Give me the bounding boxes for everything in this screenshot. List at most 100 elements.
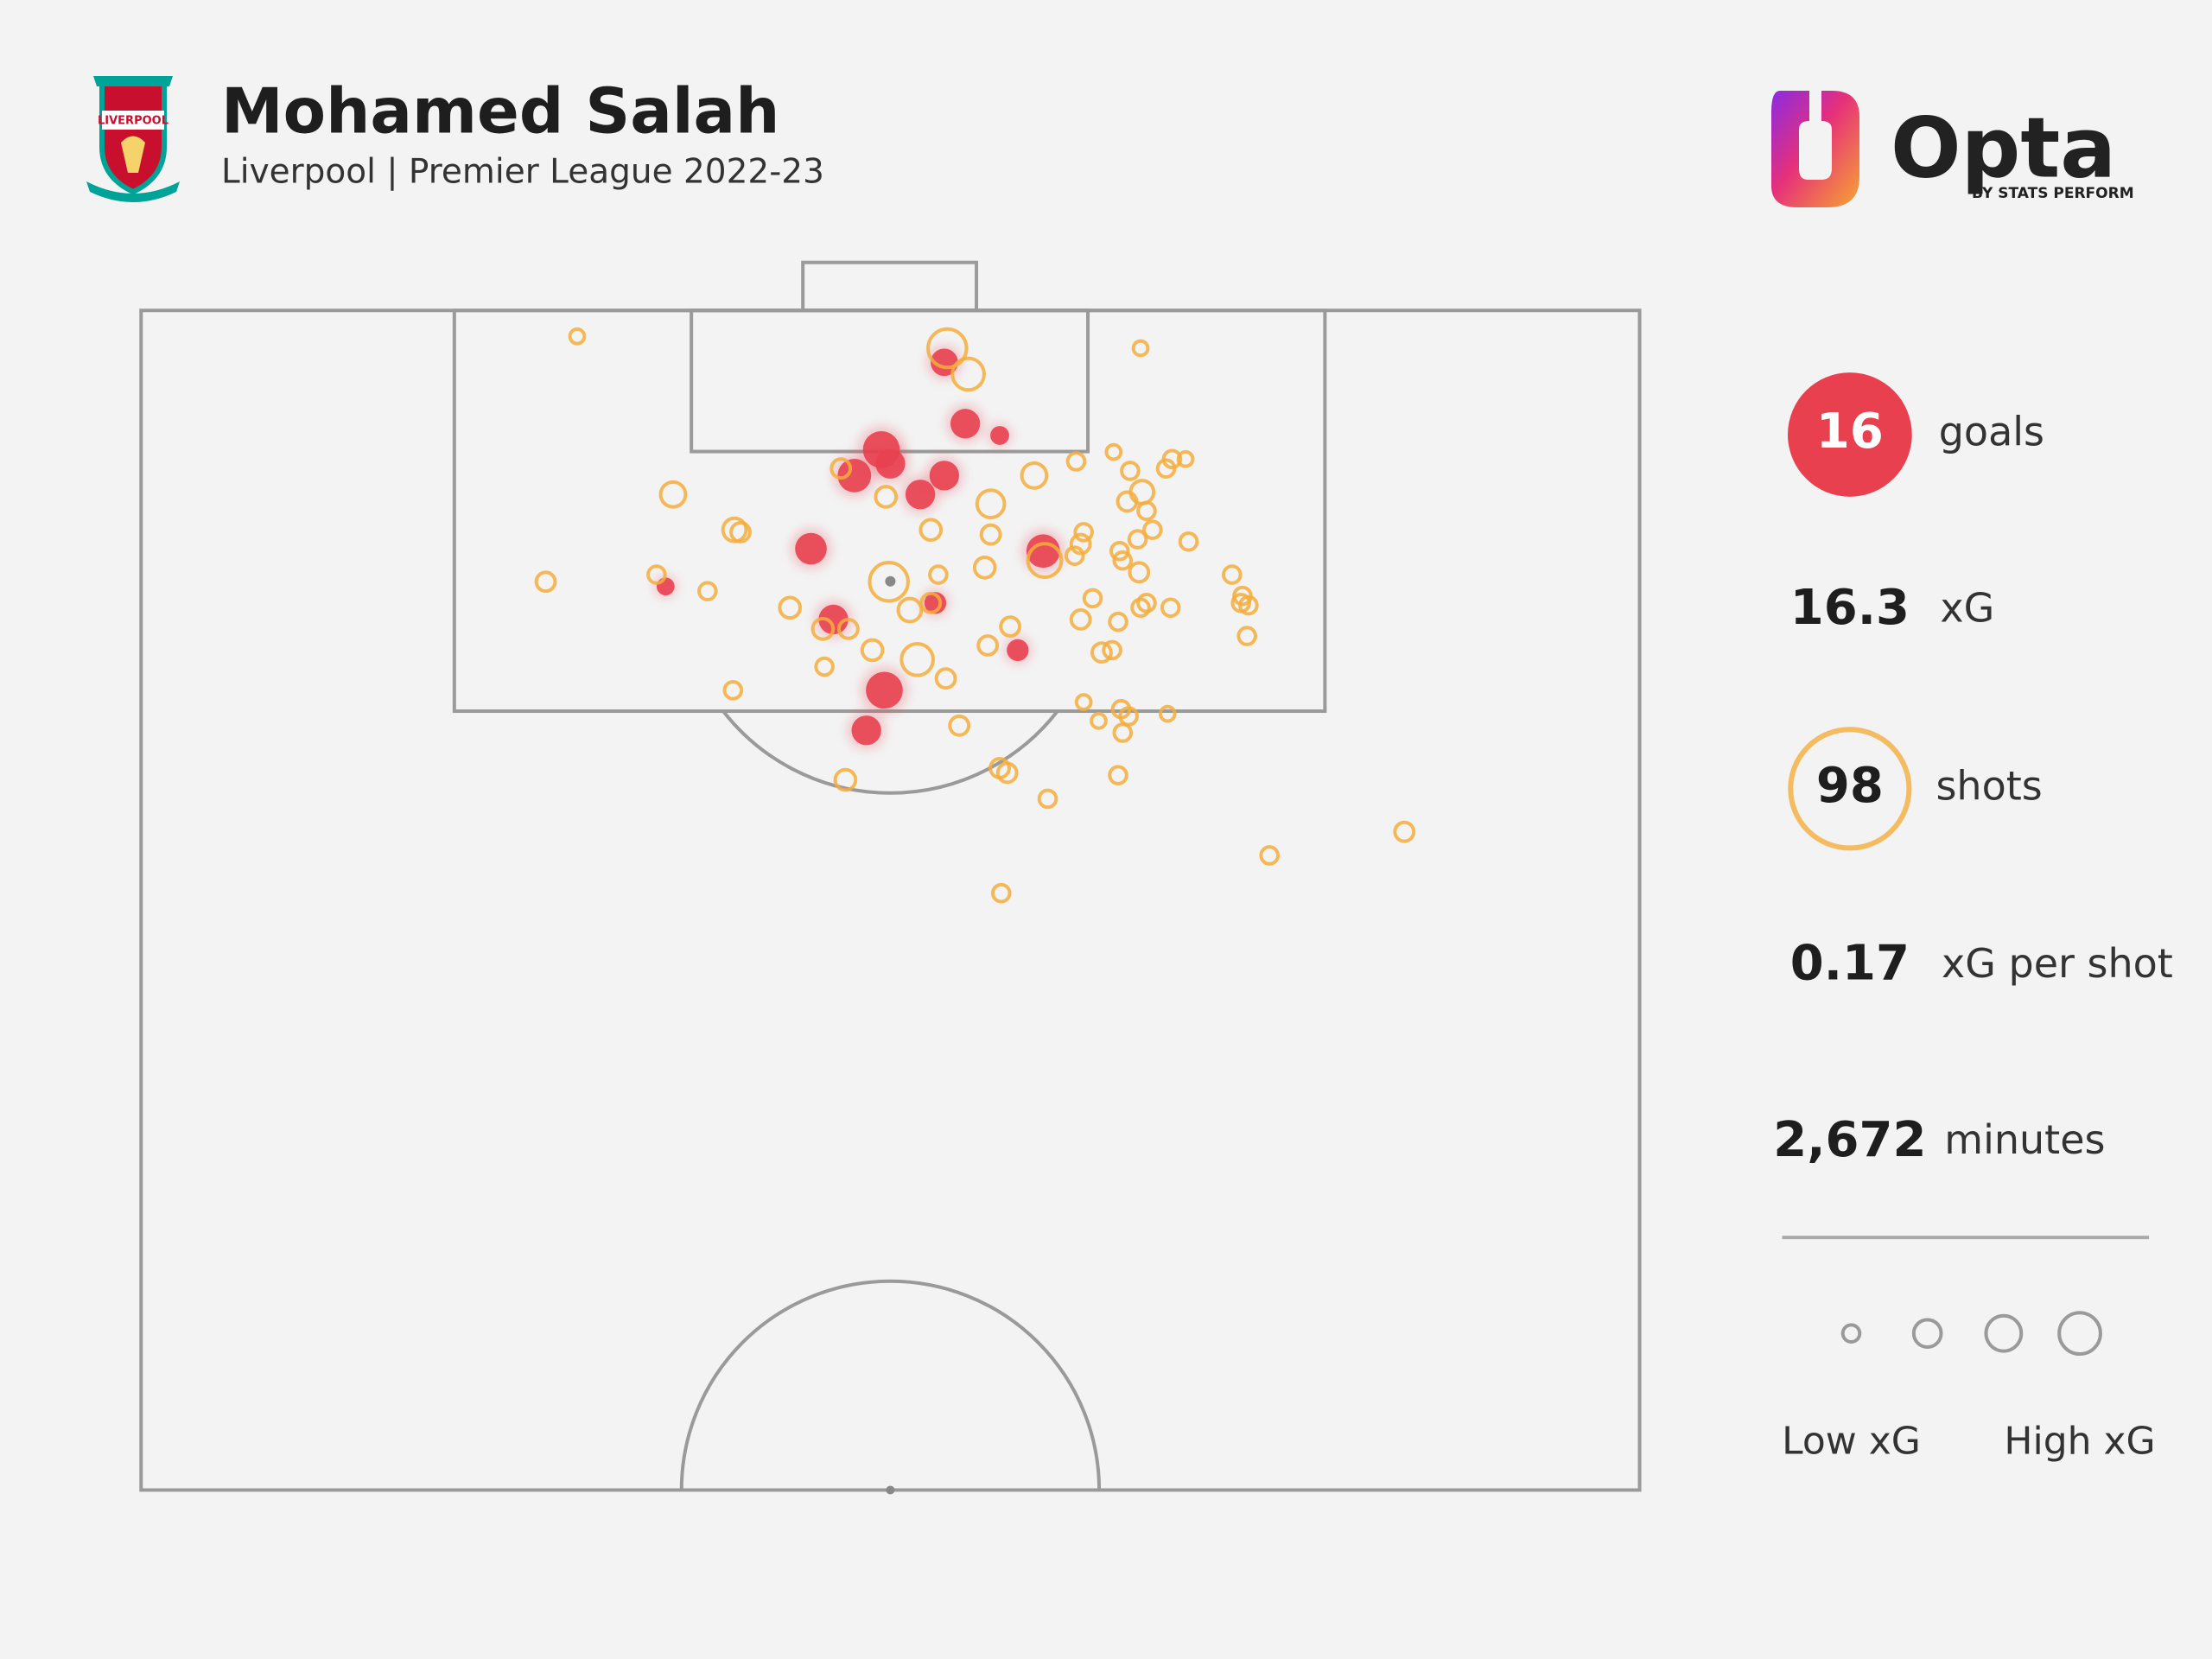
shot bbox=[1020, 461, 1049, 490]
brand-logo bbox=[1771, 91, 1859, 207]
goal-shot bbox=[1007, 639, 1029, 662]
shot bbox=[833, 767, 858, 792]
shot bbox=[1128, 561, 1151, 584]
penalty-arc bbox=[721, 709, 1059, 795]
shot bbox=[836, 617, 860, 640]
stat-label: xG per shot bbox=[1942, 940, 2173, 987]
shot bbox=[899, 642, 935, 677]
brand-name: Opta bbox=[1891, 99, 2116, 196]
shot bbox=[729, 521, 752, 543]
club-crest: LIVERPOOL bbox=[86, 76, 180, 202]
shot bbox=[1037, 788, 1058, 810]
shot bbox=[1064, 545, 1085, 567]
shot bbox=[534, 570, 557, 594]
shot bbox=[918, 518, 944, 543]
centre-circle bbox=[679, 1279, 1102, 1491]
shot bbox=[1230, 593, 1252, 613]
shot bbox=[975, 488, 1007, 520]
shot bbox=[1074, 693, 1093, 711]
shot bbox=[928, 564, 949, 585]
stat-value: 2,672 bbox=[1773, 1112, 1926, 1168]
goal-shot bbox=[950, 409, 981, 439]
shot bbox=[1112, 722, 1134, 743]
goal-shot bbox=[837, 458, 872, 493]
shot bbox=[979, 523, 1002, 546]
centre-spot bbox=[886, 1485, 895, 1495]
stat-label: minutes bbox=[1944, 1116, 2105, 1163]
stat-value: 0.17 bbox=[1790, 936, 1910, 992]
shot bbox=[868, 561, 910, 603]
shot bbox=[1108, 611, 1128, 632]
shot bbox=[1116, 490, 1139, 513]
chart-title: Mohamed Salah bbox=[221, 75, 779, 148]
goal-shot bbox=[929, 461, 960, 491]
shot bbox=[948, 714, 971, 737]
shot bbox=[1090, 641, 1113, 664]
shot bbox=[1222, 564, 1243, 585]
shot bbox=[1069, 608, 1092, 631]
shot bbox=[1082, 588, 1103, 609]
shot bbox=[1393, 820, 1416, 843]
stat-label: xG bbox=[1940, 585, 1994, 632]
shot-marks bbox=[534, 327, 1416, 904]
shot bbox=[778, 595, 803, 620]
shot bbox=[1109, 540, 1130, 562]
shot bbox=[999, 615, 1022, 639]
shot bbox=[1120, 461, 1141, 481]
shot bbox=[860, 638, 885, 663]
crest-text: LIVERPOOL bbox=[98, 115, 168, 128]
stat-value: 16.3 bbox=[1790, 580, 1910, 636]
size-legend-label: Low xG bbox=[1782, 1420, 1921, 1464]
goal bbox=[801, 260, 979, 313]
size-legend-circle bbox=[2057, 1311, 2102, 1357]
shot bbox=[874, 485, 899, 509]
shot bbox=[1158, 704, 1177, 723]
stat-value: 16 bbox=[1816, 404, 1884, 460]
goal-shot bbox=[905, 480, 936, 510]
shot bbox=[1155, 458, 1177, 479]
shot bbox=[810, 617, 836, 641]
stats-panel: 16 goals 16.3 xG 98 shots 0.17 xG per shot 2,672… bbox=[1773, 372, 2173, 1464]
shot bbox=[1136, 500, 1157, 522]
shot bbox=[1026, 542, 1064, 580]
shot bbox=[1160, 597, 1181, 619]
size-legend-circle bbox=[1911, 1318, 1943, 1350]
shot bbox=[1069, 532, 1092, 556]
shot bbox=[1108, 765, 1128, 785]
shot bbox=[1073, 522, 1094, 543]
brand-subtitle: BY STATS PERFORM bbox=[1972, 185, 2134, 202]
shot bbox=[1178, 531, 1199, 552]
stat-value: 98 bbox=[1816, 758, 1884, 814]
shot bbox=[990, 882, 1012, 904]
shot bbox=[568, 327, 587, 346]
goal-shot bbox=[656, 577, 675, 596]
shot bbox=[934, 667, 957, 690]
shot bbox=[896, 596, 924, 624]
shot bbox=[1131, 339, 1150, 358]
goals-badge bbox=[1788, 372, 1912, 497]
shot bbox=[1090, 711, 1108, 730]
penalty-spot bbox=[885, 575, 896, 587]
shot bbox=[722, 680, 744, 701]
shot bbox=[995, 761, 1019, 785]
shot bbox=[830, 457, 853, 480]
chart-subtitle: Liverpool | Premier League 2022-23 bbox=[221, 153, 824, 192]
goal-shot bbox=[924, 592, 947, 614]
shot bbox=[976, 634, 1000, 657]
size-legend-circle bbox=[1840, 1323, 1862, 1344]
shot bbox=[1104, 442, 1123, 461]
shot bbox=[1142, 519, 1163, 540]
shot bbox=[919, 591, 943, 614]
shot bbox=[1112, 550, 1134, 571]
goal-shot bbox=[1026, 534, 1060, 569]
shot bbox=[1127, 529, 1148, 550]
size-legend-circle bbox=[1984, 1313, 2024, 1353]
goal-shot bbox=[795, 532, 827, 565]
shot bbox=[1130, 597, 1151, 619]
goal-shot bbox=[866, 671, 903, 709]
shot bbox=[926, 327, 969, 370]
goal-shot bbox=[851, 715, 881, 746]
shot bbox=[972, 556, 997, 580]
shot bbox=[1259, 845, 1280, 866]
